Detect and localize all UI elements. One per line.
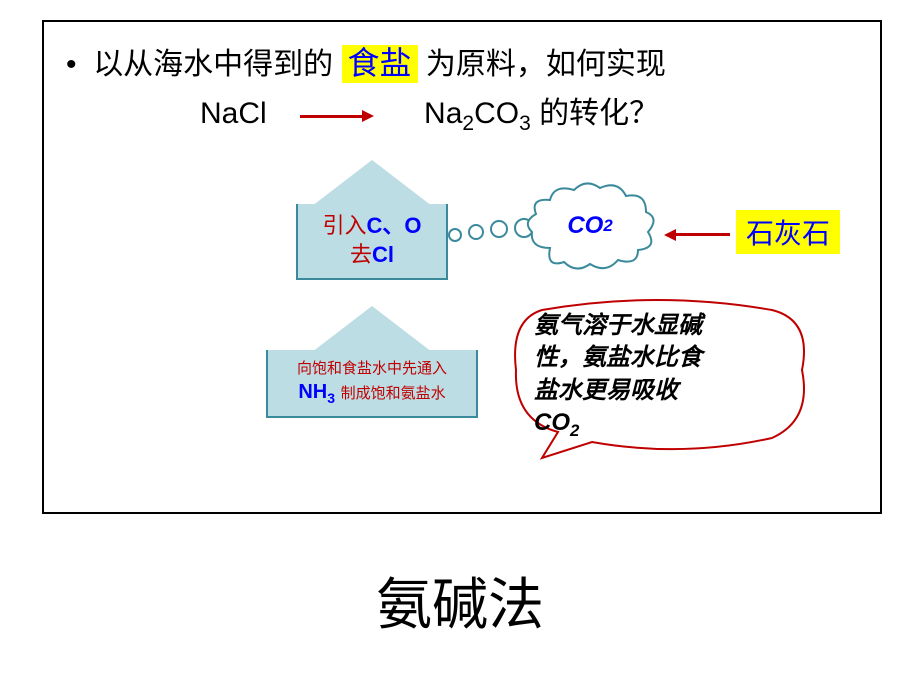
intro-text: 引入 xyxy=(322,213,366,238)
method-title: 氨碱法 xyxy=(0,560,920,641)
remove-text: 去 xyxy=(350,242,372,267)
co-elements: C、O xyxy=(367,213,422,238)
limestone-label: 石灰石 xyxy=(736,210,840,254)
uparrow-nh3: 向饱和食盐水中先通入 NH3 制成饱和氨盐水 xyxy=(266,306,478,418)
uparrow1-body: 引入C、O 去Cl xyxy=(296,204,448,280)
sub-3: 3 xyxy=(519,112,531,135)
uparrow1-head-icon xyxy=(312,160,432,206)
nh-text: NH xyxy=(298,381,327,403)
na2co3-label: Na2CO3 xyxy=(424,97,539,130)
na-text: Na xyxy=(424,97,462,130)
uparrow-intro-co: 引入C、O 去Cl xyxy=(296,160,448,280)
speech-l2: 性，氨盐水比食 xyxy=(534,342,794,374)
co-text: CO xyxy=(474,97,519,130)
uparrow1-line-a: 引入C、O xyxy=(322,212,421,241)
bullet-icon: • xyxy=(66,48,85,81)
reaction-arrow-icon xyxy=(300,98,374,132)
uparrow2-small-b: 制成饱和氨盐水 xyxy=(341,385,446,402)
speech-text: 氨气溶于水显碱 性，氨盐水比食 盐水更易吸收 CO2 xyxy=(534,310,794,443)
question-line-1: • 以从海水中得到的 食盐 为原料，如何实现 xyxy=(66,38,666,84)
co2-co: CO xyxy=(567,212,603,240)
uparrow2-head-icon xyxy=(312,306,432,352)
limestone-arrow-icon xyxy=(664,226,730,244)
speech-co: CO xyxy=(534,409,570,436)
highlight-salt: 食盐 xyxy=(342,45,418,83)
uparrow2-small-a: 向饱和食盐水中先通入 xyxy=(297,359,447,379)
speech-co-sub: 2 xyxy=(570,421,579,440)
cl-element: Cl xyxy=(372,242,394,267)
line1-prefix: 以从海水中得到的 xyxy=(93,48,341,81)
nh3-label: NH3 xyxy=(298,381,340,403)
speech-l3: 盐水更易吸收 xyxy=(534,375,794,407)
uparrow1-line-b: 去Cl xyxy=(350,241,394,270)
co2-sub: 2 xyxy=(603,216,612,236)
co2-label: CO2 xyxy=(520,178,660,274)
slide: • 以从海水中得到的 食盐 为原料，如何实现 NaCl Na2CO3 的转化？ … xyxy=(0,0,920,690)
sub-2a: 2 xyxy=(462,112,474,135)
line1-suffix: 为原料，如何实现 xyxy=(426,48,666,81)
question-line-2: NaCl Na2CO3 的转化？ xyxy=(200,88,659,136)
line2-tail: 的转化？ xyxy=(539,97,659,130)
uparrow2-body: 向饱和食盐水中先通入 NH3 制成饱和氨盐水 xyxy=(266,350,478,418)
speech-l4: CO2 xyxy=(534,407,794,442)
uparrow2-line-b: NH3 制成饱和氨盐水 xyxy=(298,379,445,407)
nh3-sub: 3 xyxy=(327,390,335,406)
nacl-label: NaCl xyxy=(200,97,267,130)
co2-cloud: CO2 xyxy=(520,178,660,274)
speech-l1: 氨气溶于水显碱 xyxy=(534,310,794,342)
